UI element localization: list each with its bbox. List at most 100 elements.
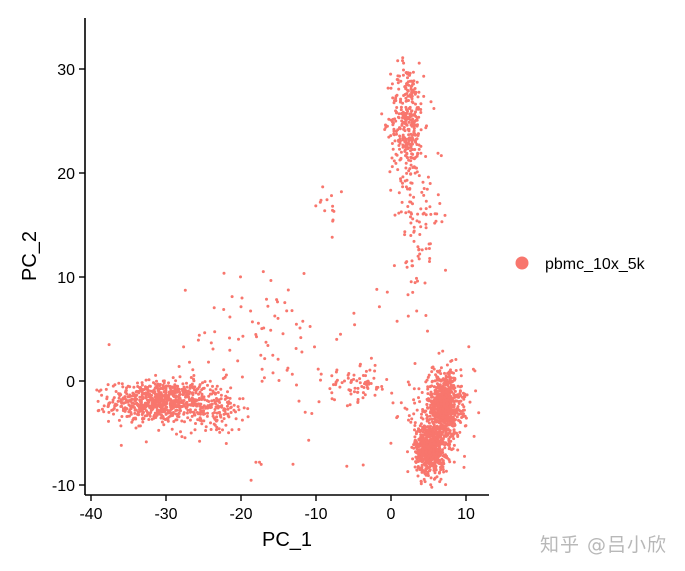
scatter-point [130,404,134,408]
scatter-point [428,468,432,472]
scatter-point [440,220,444,224]
scatter-point [222,407,226,411]
scatter-point [223,397,227,401]
scatter-point [137,410,141,414]
scatter-point [300,350,304,354]
scatter-point [432,107,436,110]
scatter-point [220,405,224,409]
scatter-point [447,372,451,376]
scatter-point [441,389,445,393]
scatter-point [462,465,466,469]
scatter-point [134,426,138,430]
scatter-point [290,372,294,376]
scatter-point [380,385,384,388]
scatter-point [393,213,397,217]
scatter-point [152,398,156,402]
scatter-point [168,409,172,413]
scatter-point [413,424,417,427]
scatter-point [409,149,412,153]
scatter-point [166,418,170,422]
scatter-point [415,276,418,280]
scatter-point [429,448,433,452]
scatter-point [225,400,229,404]
scatter-point [462,397,466,401]
x-axis-ticks: -40 -30 -20 -10 0 10 [79,495,475,523]
scatter-point [194,391,198,395]
scatter-point [177,411,181,415]
scatter-point [211,347,215,351]
scatter-point [223,375,227,379]
scatter-point [189,410,193,414]
scatter-point [358,381,362,385]
scatter-point [419,111,423,114]
scatter-point [211,384,214,388]
scatter-point [437,427,440,431]
scatter-point [399,179,403,183]
scatter-point [374,387,378,391]
scatter-point [443,386,447,390]
scatter-point [471,367,475,371]
y-axis-ticks: -10 0 10 20 30 [52,62,85,495]
watermark-text: 知乎 @吕小欣 [540,534,668,556]
scatter-point [250,320,254,324]
scatter-point [128,385,132,389]
scatter-point [262,376,266,380]
scatter-point [419,416,423,420]
scatter-point [194,408,197,412]
scatter-point [117,396,121,400]
scatter-point [420,441,424,445]
scatter-point [414,102,417,106]
scatter-point [271,353,275,357]
scatter-point [406,76,409,80]
scatter-point [294,322,298,326]
scatter-point [144,394,148,398]
scatter-point [407,418,410,422]
scatter-point [386,86,390,90]
scatter-point [409,200,413,204]
scatter-point [133,393,137,397]
scatter-point [392,264,396,268]
scatter-point [457,412,461,416]
scatter-point [452,416,455,420]
scatter-point [129,411,133,414]
scatter-point [206,406,210,410]
scatter-point [185,385,189,389]
scatter-point [166,411,170,415]
scatter-point [444,469,448,473]
scatter-point [431,421,435,425]
scatter-point [331,204,335,208]
scatter-point [445,412,448,416]
scatter-point [463,392,467,396]
scatter-point [417,147,421,151]
scatter-point [159,391,163,395]
scatter-point [169,405,173,409]
scatter-point [417,61,421,65]
scatter-point [353,386,357,390]
scatter-point [157,389,161,393]
scatter-point [138,395,142,399]
scatter-point [171,402,174,406]
scatter-point [213,417,217,421]
scatter-point [406,314,410,318]
scatter-point [417,466,421,470]
scatter-point [343,379,346,383]
scatter-point [407,120,411,124]
scatter-point [227,431,231,435]
scatter-point [214,405,218,409]
scatter-point [420,248,424,252]
scatter-point [275,298,279,302]
scatter-point [140,381,144,385]
scatter-point [449,379,453,383]
scatter-point [428,182,432,185]
scatter-point [425,413,428,417]
scatter-point [209,341,213,345]
scatter-point [200,405,204,409]
scatter-point [417,387,421,391]
scatter-point [421,430,425,434]
scatter-point [434,414,438,418]
scatter-point [291,462,295,466]
scatter-point [403,406,407,410]
scatter-point [452,428,456,432]
scatter-point [166,408,169,412]
scatter-point [146,401,150,405]
